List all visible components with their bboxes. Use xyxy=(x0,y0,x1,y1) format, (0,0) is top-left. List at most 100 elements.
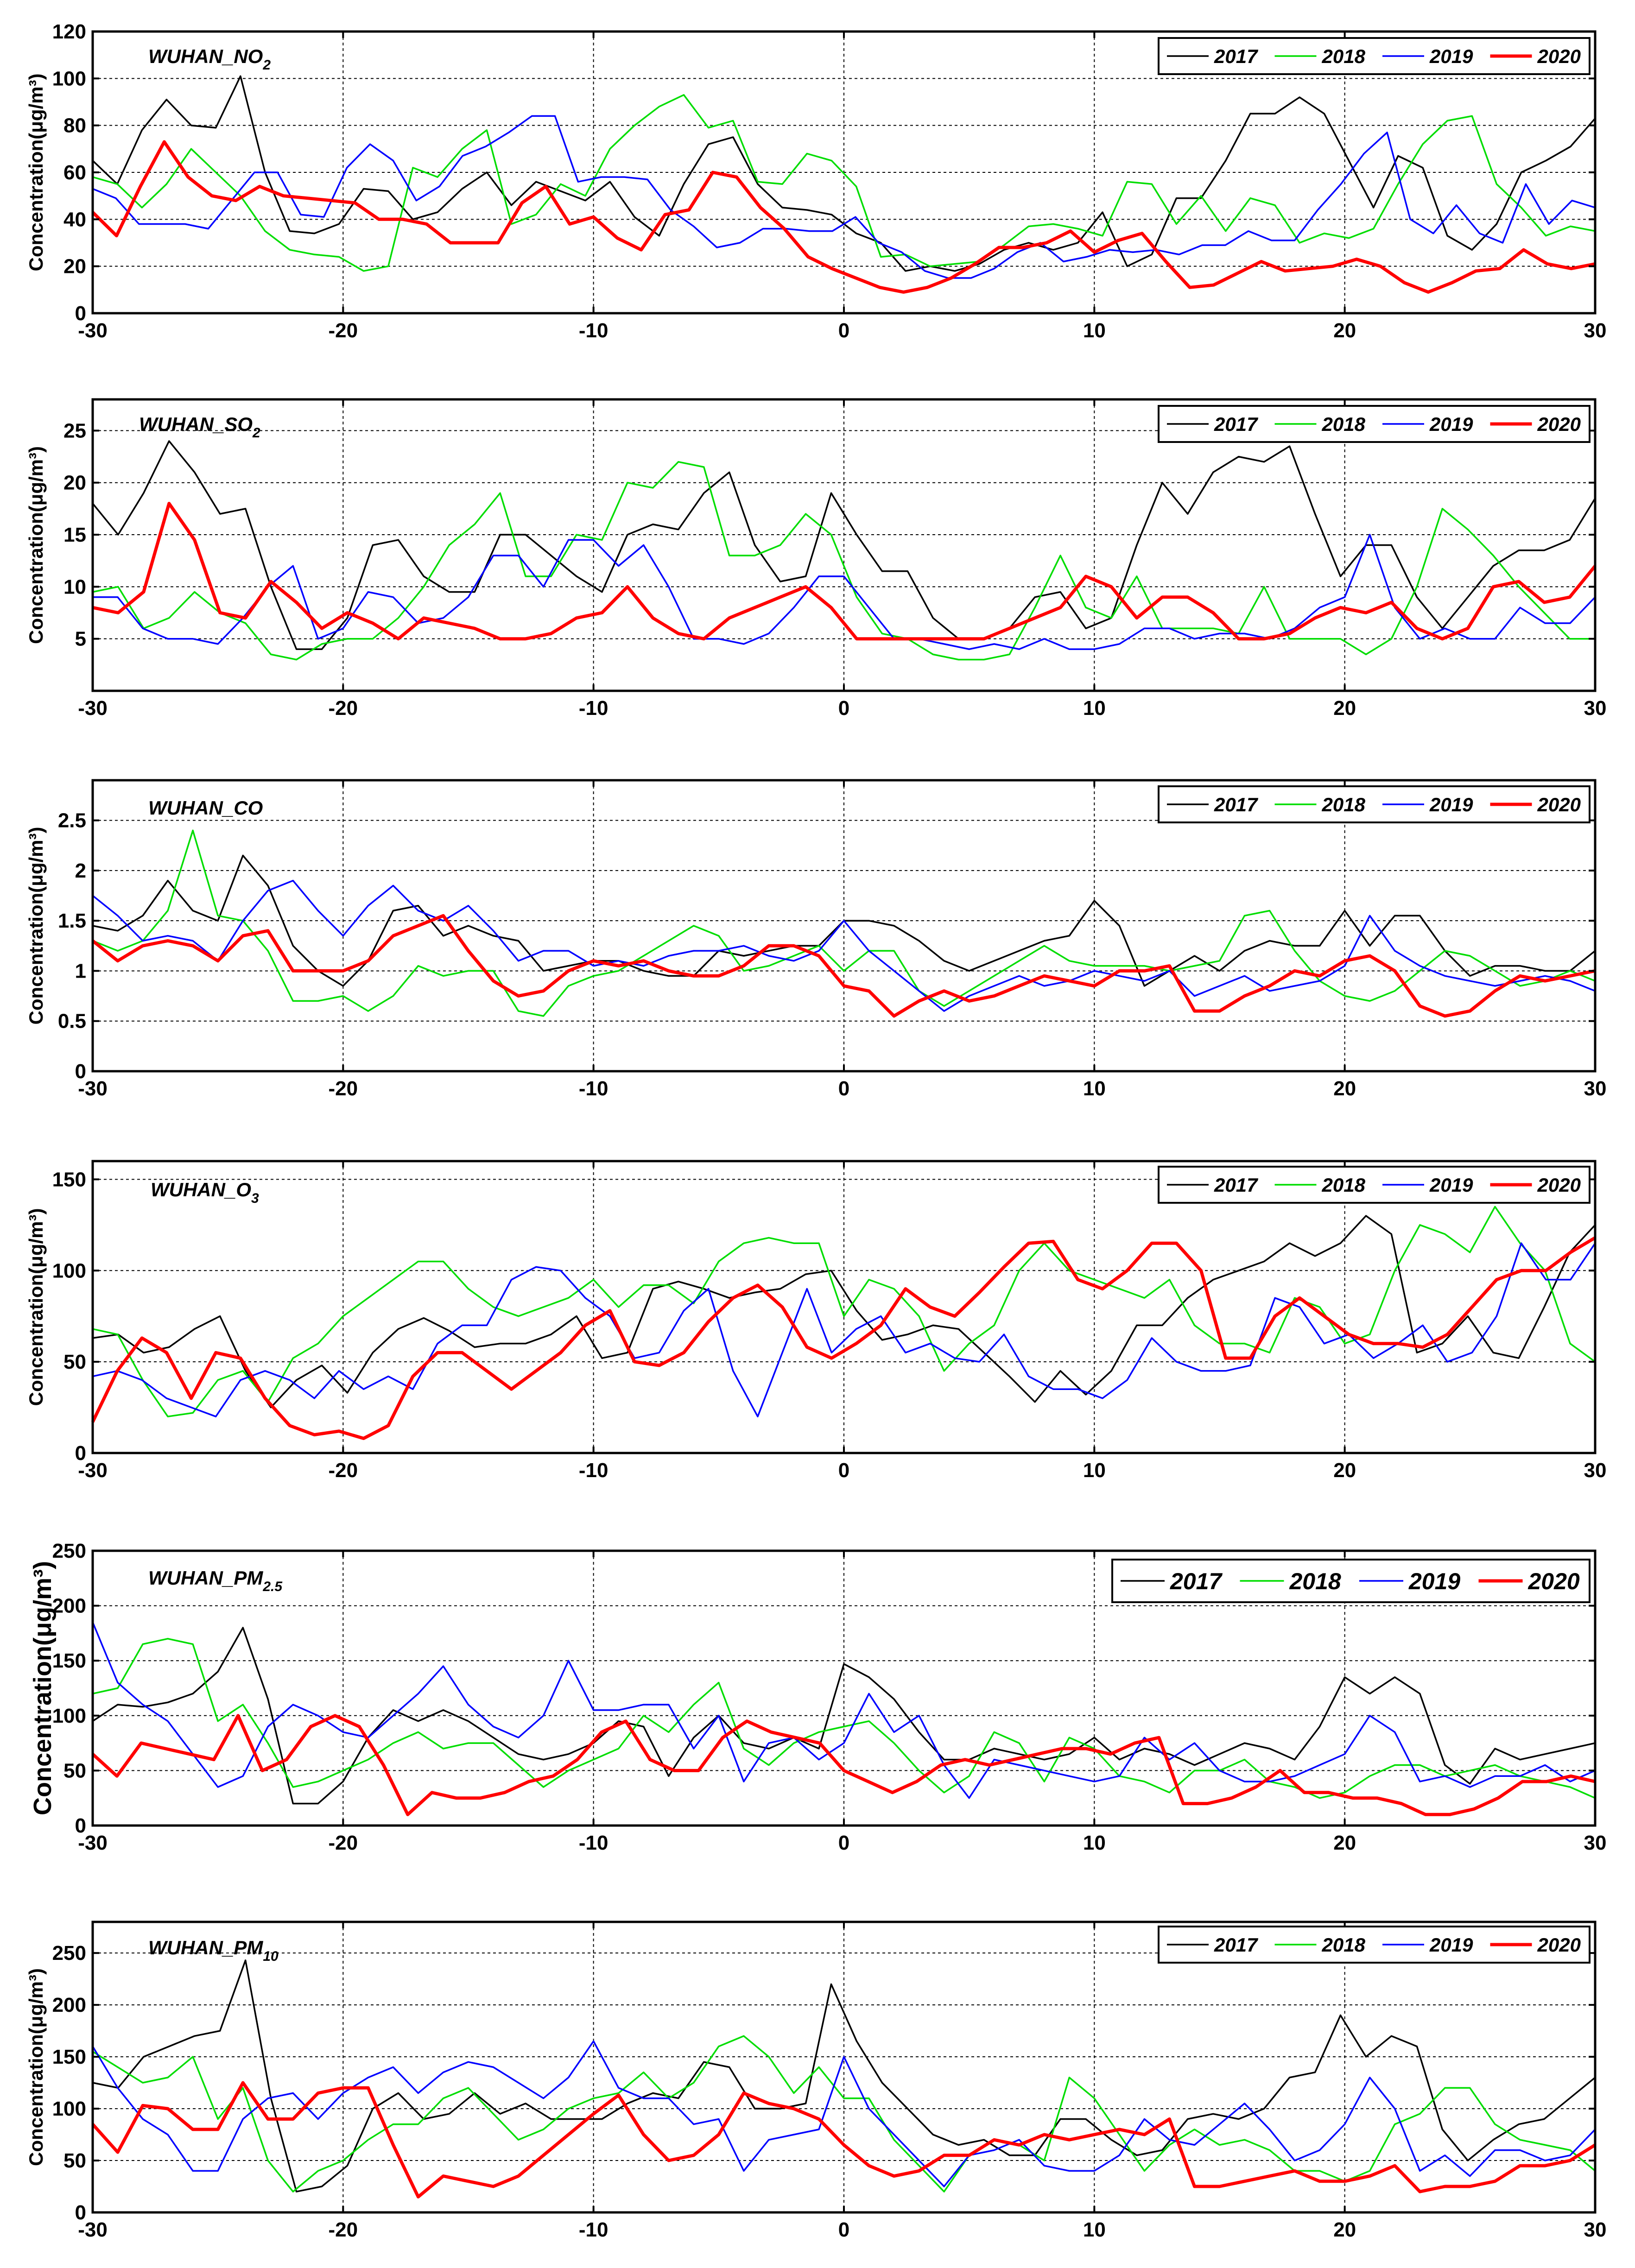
legend-box xyxy=(1158,785,1591,823)
y-tick-label: 250 xyxy=(52,1942,86,1965)
x-tick-label: 30 xyxy=(1584,2218,1607,2241)
series-line-2020 xyxy=(91,140,1596,294)
y-tick-label: 10 xyxy=(63,575,86,598)
panel-title-subscript: 2.5 xyxy=(262,1579,283,1594)
x-tick-label: 10 xyxy=(1083,319,1106,342)
y-tick-label: 2.5 xyxy=(58,809,86,832)
y-axis-label: Concentration(μg/m³) xyxy=(25,74,47,272)
x-tick-label: 10 xyxy=(1083,1077,1106,1100)
series-line-2019 xyxy=(92,115,1596,279)
panel-title: WUHAN_PM10 xyxy=(148,1937,279,1964)
x-tick-label: 0 xyxy=(838,2218,849,2241)
y-tick-label: 250 xyxy=(52,1540,86,1562)
legend-label-2018: 2018 xyxy=(1322,413,1366,435)
y-tick-label: 200 xyxy=(52,1595,86,1617)
series-line-2019 xyxy=(92,1242,1596,1418)
panel-title-main: WUHAN_PM xyxy=(148,1567,263,1589)
series-line-2017 xyxy=(92,1215,1596,1409)
y-tick-label: 80 xyxy=(63,114,86,137)
y-axis-label: Concentration(μg/m³) xyxy=(25,446,47,644)
x-tick-label: 30 xyxy=(1584,319,1607,342)
y-tick-label: 5 xyxy=(75,628,86,651)
y-tick-label: 120 xyxy=(52,20,86,43)
legend: 2017 2018 2019 2020 xyxy=(1158,1926,1591,1964)
x-tick-label: 20 xyxy=(1333,697,1356,720)
y-tick-label: 0.5 xyxy=(58,1010,86,1033)
chart-panel-3: -30 -20 -10 0 10 20 30 0 0.5 1 1.5 2 2.5 Concentratio… xyxy=(25,779,1606,1100)
legend: 2017 2018 2019 2020 xyxy=(1158,1166,1591,1204)
legend-label-2019: 2019 xyxy=(1429,1174,1473,1196)
legend-label-2017: 2017 xyxy=(1214,45,1258,67)
legend-label-2018: 2018 xyxy=(1322,45,1366,67)
series-line-2020 xyxy=(91,1714,1596,1816)
x-tick-label: -10 xyxy=(579,1077,608,1100)
legend-label-2019: 2019 xyxy=(1429,794,1473,815)
legend: 2017 2018 2019 2020 xyxy=(1158,405,1591,443)
panel-title-subscript: 10 xyxy=(263,1949,279,1964)
y-tick-label: 50 xyxy=(63,1351,86,1373)
x-tick-label: -30 xyxy=(78,1077,108,1100)
x-tick-label: -30 xyxy=(78,2218,108,2241)
x-tick-label: 0 xyxy=(838,1459,849,1482)
legend: 2017 2018 2019 2020 xyxy=(1158,785,1591,823)
panel-title: WUHAN_O3 xyxy=(151,1179,259,1206)
legend-label-2018: 2018 xyxy=(1289,1568,1341,1594)
legend-label-2019: 2019 xyxy=(1429,413,1473,435)
series-line-2018 xyxy=(92,1206,1596,1418)
y-tick-label: 20 xyxy=(63,472,86,494)
x-tick-label: -20 xyxy=(329,1077,358,1100)
x-tick-label: 20 xyxy=(1333,1832,1356,1854)
y-tick-label: 15 xyxy=(63,524,86,546)
panel-title-main: WUHAN_O xyxy=(151,1179,251,1200)
series-line-2020 xyxy=(91,1236,1596,1440)
y-tick-label: 60 xyxy=(63,161,86,184)
panel-title-main: WUHAN_PM xyxy=(148,1937,263,1958)
series-line-2020 xyxy=(91,914,1596,1018)
x-tick-label: -10 xyxy=(579,319,608,342)
legend-label-2019: 2019 xyxy=(1408,1568,1460,1594)
series-line-2020 xyxy=(91,2081,1596,2199)
x-tick-label: 20 xyxy=(1333,1077,1356,1100)
y-tick-label: 100 xyxy=(52,1705,86,1727)
y-tick-label: 50 xyxy=(63,1759,86,1782)
x-tick-label: 30 xyxy=(1584,1459,1607,1482)
panel-title-subscript: 2 xyxy=(252,425,260,441)
series-line-2017 xyxy=(92,1627,1596,1805)
x-tick-label: -30 xyxy=(78,1459,108,1482)
x-tick-label: 0 xyxy=(838,319,849,342)
y-tick-label: 0 xyxy=(75,1060,86,1083)
x-tick-label: 10 xyxy=(1083,1832,1106,1854)
x-tick-label: 20 xyxy=(1333,1459,1356,1482)
x-tick-label: 20 xyxy=(1333,2218,1356,2241)
y-tick-label: 50 xyxy=(63,2149,86,2172)
x-tick-label: 0 xyxy=(838,1077,849,1100)
x-tick-label: -20 xyxy=(329,1459,358,1482)
panel-title-subscript: 3 xyxy=(251,1191,259,1206)
legend-label-2020: 2020 xyxy=(1537,1934,1581,1956)
y-tick-label: 25 xyxy=(63,419,86,442)
series-line-2018 xyxy=(92,94,1596,272)
x-tick-label: -20 xyxy=(329,697,358,720)
x-tick-label: -30 xyxy=(78,1832,108,1854)
y-tick-label: 1 xyxy=(75,960,86,982)
series-line-2019 xyxy=(92,2040,1596,2187)
series-line-2018 xyxy=(92,461,1595,661)
legend-label-2020: 2020 xyxy=(1537,45,1581,67)
y-tick-label: 1.5 xyxy=(58,910,86,932)
x-tick-label: -10 xyxy=(579,2218,608,2241)
legend-label-2020: 2020 xyxy=(1537,413,1581,435)
y-tick-label: 2 xyxy=(75,859,86,882)
legend-label-2019: 2019 xyxy=(1429,1934,1473,1956)
y-tick-label: 20 xyxy=(63,255,86,278)
y-tick-label: 150 xyxy=(52,1649,86,1672)
legend-label-2019: 2019 xyxy=(1429,45,1473,67)
y-tick-label: 40 xyxy=(63,208,86,231)
series-line-2020 xyxy=(92,502,1597,641)
y-axis-label: Concentration(μg/m³) xyxy=(25,1968,47,2166)
y-axis-label: Concentration(μg/m³) xyxy=(25,1208,47,1406)
legend-label-2020: 2020 xyxy=(1537,794,1581,815)
series-line-2018 xyxy=(92,1638,1596,1799)
x-tick-label: 20 xyxy=(1333,319,1356,342)
y-tick-label: 150 xyxy=(52,2046,86,2068)
